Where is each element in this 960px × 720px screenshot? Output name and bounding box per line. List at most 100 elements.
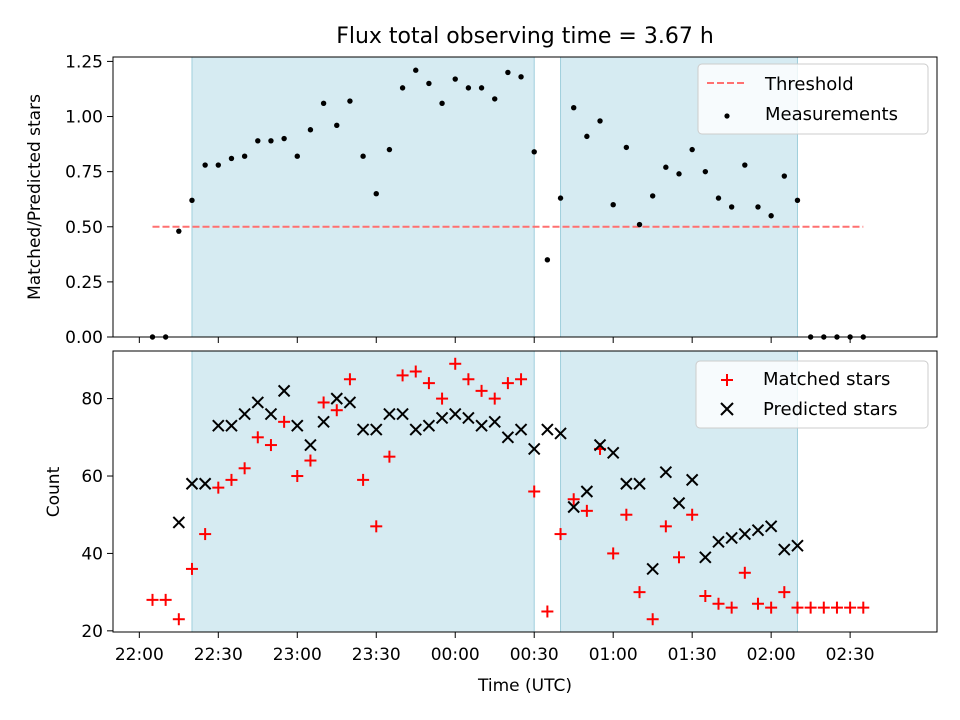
matched-star-point-54 xyxy=(857,601,870,614)
predicted-star-point-31 xyxy=(580,485,594,498)
matched-star-point-49 xyxy=(791,601,804,614)
measurement-point-21 xyxy=(426,80,432,87)
predicted-star-point-22 xyxy=(462,411,475,425)
top-y-tick-label-1: 0.25 xyxy=(65,273,103,293)
matched-star-point-46 xyxy=(751,597,764,610)
matched-star-point-16 xyxy=(357,473,370,486)
matched-star-point-1 xyxy=(159,593,172,606)
matched-star-point-28 xyxy=(515,373,528,386)
matched-star-point-13 xyxy=(317,396,330,409)
matched-star-point-33 xyxy=(580,504,593,517)
bottom-shaded-interval-0 xyxy=(191,350,535,633)
measurement-point-2 xyxy=(176,228,182,234)
legend-predicted-label: Predicted stars xyxy=(763,399,897,420)
measurement-point-47 xyxy=(768,213,774,219)
measurement-point-40 xyxy=(676,171,682,177)
top-x-ticks xyxy=(138,337,851,343)
measurement-point-39 xyxy=(663,164,669,170)
matched-star-point-18 xyxy=(383,450,396,463)
x-tick-label-6: 01:00 xyxy=(589,645,638,665)
matched-star-point-26 xyxy=(488,392,501,405)
measurement-point-34 xyxy=(597,118,603,124)
matched-star-point-14 xyxy=(330,404,343,417)
bottom-y-ticks: 20 40 60 80 xyxy=(81,390,113,642)
matched-star-point-36 xyxy=(620,508,633,521)
measurement-point-6 xyxy=(228,155,235,162)
predicted-star-point-15 xyxy=(370,423,383,436)
chart-title: Flux total observing time = 3.67 h xyxy=(336,24,714,49)
predicted-star-point-33 xyxy=(606,446,620,460)
measurement-point-42 xyxy=(702,168,709,175)
bottom-y-tick-label-3: 80 xyxy=(81,390,103,410)
measurement-point-32 xyxy=(571,105,577,111)
bottom-y-tick-label-2: 60 xyxy=(81,467,103,487)
predicted-star-point-12 xyxy=(330,392,343,405)
star-count-points xyxy=(146,357,870,626)
predicted-star-point-27 xyxy=(528,442,541,456)
predicted-star-point-13 xyxy=(343,396,357,409)
predicted-star-point-35 xyxy=(633,477,646,490)
measurement-point-5 xyxy=(215,162,222,168)
measurement-point-35 xyxy=(610,202,616,208)
legend-matched-swatch xyxy=(721,374,733,386)
x-tick-label-8: 02:00 xyxy=(747,645,796,665)
measurement-point-31 xyxy=(557,195,564,201)
measurement-point-10 xyxy=(281,135,287,142)
matched-star-point-5 xyxy=(212,481,225,494)
measurement-point-41 xyxy=(689,146,695,153)
predicted-star-point-26 xyxy=(514,423,528,436)
matched-star-point-43 xyxy=(712,597,725,610)
top-plot-frame xyxy=(112,56,938,338)
predicted-star-point-18 xyxy=(409,423,422,436)
top-legend-box xyxy=(697,63,929,135)
matched-star-point-31 xyxy=(554,528,567,541)
measurement-point-7 xyxy=(241,153,248,159)
matched-star-point-11 xyxy=(291,470,304,483)
measurement-point-25 xyxy=(478,85,485,91)
matched-star-point-3 xyxy=(185,562,198,575)
matched-star-point-23 xyxy=(449,357,462,370)
matched-star-point-35 xyxy=(607,547,620,560)
measurement-point-48 xyxy=(781,173,788,179)
predicted-star-point-16 xyxy=(383,407,396,421)
x-tick-label-2: 23:00 xyxy=(273,645,322,665)
predicted-star-point-43 xyxy=(738,527,752,541)
measurement-point-3 xyxy=(189,197,195,204)
matched-star-point-0 xyxy=(146,593,159,606)
legend-threshold-label: Threshold xyxy=(764,74,854,95)
matched-star-point-44 xyxy=(725,601,738,614)
matched-star-point-22 xyxy=(436,392,449,405)
matched-star-point-40 xyxy=(673,551,686,564)
predicted-star-point-28 xyxy=(541,423,554,436)
predicted-star-point-0 xyxy=(172,516,186,529)
bottom-plot-frame xyxy=(112,350,938,633)
predicted-star-point-7 xyxy=(264,407,278,421)
measurement-point-24 xyxy=(465,85,472,91)
top-y-tick-label-2: 0.50 xyxy=(65,218,103,238)
predicted-star-point-32 xyxy=(593,438,607,452)
predicted-star-point-4 xyxy=(225,419,238,432)
measurement-point-30 xyxy=(544,257,551,263)
bottom-legend-box xyxy=(695,360,929,429)
measurement-point-36 xyxy=(623,144,630,151)
legend-measurements-label: Measurements xyxy=(765,104,898,125)
predicted-star-point-11 xyxy=(317,415,330,429)
predicted-star-point-2 xyxy=(198,477,212,490)
predicted-star-point-10 xyxy=(304,438,317,452)
matched-star-point-48 xyxy=(778,586,791,599)
matched-star-point-29 xyxy=(528,485,541,498)
measurement-point-14 xyxy=(334,122,340,129)
matched-star-point-30 xyxy=(541,605,554,618)
predicted-star-point-21 xyxy=(449,407,462,421)
top-y-ticks: 0.00 0.25 0.50 0.75 1.00 1.25 xyxy=(65,52,113,348)
matched-star-point-4 xyxy=(199,528,212,541)
matched-star-point-38 xyxy=(646,613,659,626)
predicted-star-point-37 xyxy=(659,465,673,479)
matched-star-point-51 xyxy=(817,601,830,614)
predicted-star-point-39 xyxy=(685,473,699,487)
legend-measurements-swatch xyxy=(724,113,730,119)
matched-star-point-8 xyxy=(251,431,264,444)
x-tick-label-9: 02:30 xyxy=(826,645,875,665)
predicted-star-point-41 xyxy=(712,535,725,549)
